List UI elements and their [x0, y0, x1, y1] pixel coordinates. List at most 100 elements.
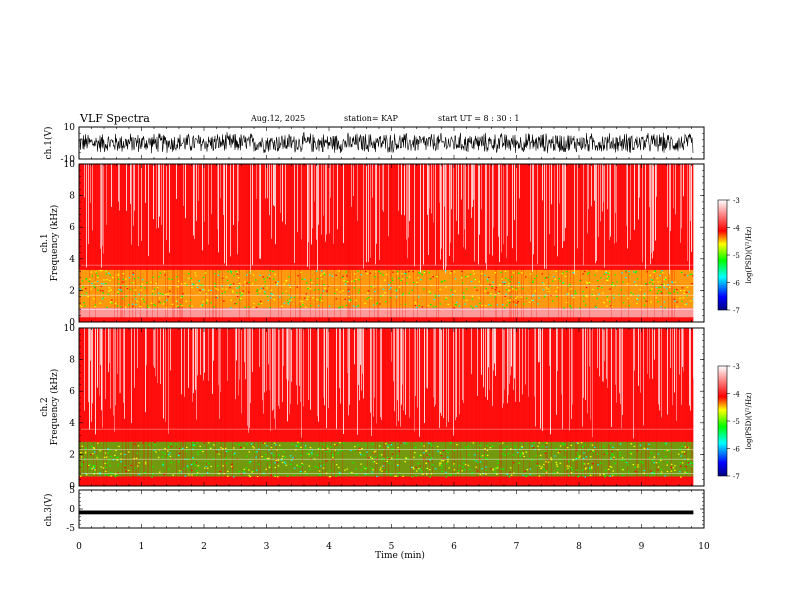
- ch1-spectrogram-streak: [379, 164, 380, 260]
- ch1-spectrogram-speckle: [271, 290, 273, 291]
- ch1-spectrogram-streak: [406, 164, 407, 239]
- ch1-spectrogram-streak: [118, 164, 119, 202]
- ch1-spectrogram-streak: [510, 164, 511, 322]
- ch1-spectrogram-speckle: [511, 296, 512, 297]
- ch2-spectrogram-speckle: [128, 470, 130, 471]
- ch2-spectrogram-streak: [388, 328, 389, 486]
- ch2-spectrogram-speckle: [568, 475, 570, 476]
- ch1-spectrogram-speckle: [97, 275, 99, 276]
- ch1-spectrogram-speckle: [197, 287, 199, 288]
- ch1-spectrogram-streak: [647, 164, 648, 322]
- ch1-spectrogram-speckle: [336, 289, 338, 290]
- ch2-spectrogram-speckle: [586, 456, 588, 457]
- ch1-spectrogram-speckle: [663, 287, 665, 288]
- ch2-spectrogram-streak: [99, 328, 100, 396]
- ch1-spectrogram-streak: [340, 164, 341, 322]
- ch2-spectrogram-speckle: [266, 469, 268, 470]
- ch2-spectrogram-streak: [145, 328, 146, 412]
- ch1-spectrogram-streak: [651, 164, 652, 253]
- ch1-spectrogram-ytick-label: 4: [69, 255, 75, 265]
- ch1-spectrogram-speckle: [154, 289, 156, 290]
- ch2-spectrogram-streak: [446, 328, 447, 427]
- ch2-spectrogram-speckle: [505, 455, 507, 456]
- ch1-spectrogram-speckle: [417, 277, 419, 278]
- ch2-spectrogram-speckle: [548, 459, 550, 460]
- ch2-spectrogram-speckle: [687, 461, 689, 462]
- ch1-spectrogram-speckle: [659, 275, 661, 276]
- ch2-spectrogram-speckle: [308, 454, 310, 455]
- ch1-spectrogram-speckle: [281, 306, 283, 307]
- ch1-spectrogram-speckle: [392, 280, 394, 281]
- ch1-spectrogram-streak: [352, 164, 353, 322]
- ch1-spectrogram-speckle: [213, 306, 215, 307]
- ch2-spectrogram-streak: [457, 328, 458, 486]
- ch2-spectrogram-speckle: [533, 442, 535, 443]
- ch2-spectrogram-speckle: [271, 453, 273, 454]
- ch2-spectrogram-speckle: [275, 475, 277, 476]
- ch2-spectrogram-streak: [434, 328, 435, 407]
- ch1-spectrogram-speckle: [329, 274, 331, 275]
- ch1-spectrogram-speckle: [489, 284, 491, 285]
- ch2-spectrogram-streak: [645, 328, 646, 486]
- ch2-spectrogram-speckle: [404, 442, 406, 443]
- ch1-spectrogram-speckle: [226, 288, 228, 289]
- ch2-spectrogram-speckle: [680, 466, 682, 467]
- ch2-spectrogram-speckle: [428, 443, 430, 444]
- ch1-spectrogram-speckle: [463, 296, 465, 297]
- ch1-spectrogram-streak: [588, 164, 589, 209]
- ch2-spectrogram-streak: [643, 328, 644, 426]
- ch1-spectrogram-speckle: [167, 293, 169, 294]
- ch2-spectrogram-speckle: [577, 455, 579, 456]
- ch1-spectrogram-streak: [544, 164, 545, 269]
- ch2-spectrogram-speckle: [405, 461, 407, 462]
- ch1-spectrogram-speckle: [445, 299, 447, 300]
- ch1-spectrogram-speckle: [472, 296, 474, 297]
- ch1-spectrogram-speckle: [169, 291, 171, 292]
- ch2-spectrogram-speckle: [463, 463, 465, 464]
- ch1-spectrogram-streak: [249, 164, 250, 322]
- ch2-spectrogram-speckle: [309, 469, 311, 470]
- ch2-spectrogram-streak: [456, 328, 457, 417]
- ch2-spectrogram-speckle: [509, 472, 511, 473]
- ch1-spectrogram-streak: [106, 164, 107, 225]
- ch2-spectrogram-streak: [299, 328, 300, 386]
- ch1-spectrogram-speckle: [86, 292, 88, 293]
- ch1-spectrogram-speckle: [155, 305, 157, 306]
- ch2-spectrogram-speckle: [339, 474, 341, 475]
- ch2-spectrogram-speckle: [463, 466, 465, 467]
- ch1-spectrogram-speckle: [232, 290, 234, 291]
- ch1-spectrogram-speckle: [266, 287, 268, 288]
- ch2-spectrogram-speckle: [597, 454, 599, 455]
- ch1-spectrogram-speckle: [232, 292, 234, 293]
- ch2-spectrogram-speckle: [589, 469, 591, 470]
- ch2-spectrogram-speckle: [94, 465, 96, 466]
- ch2-spectrogram-streak: [200, 328, 201, 375]
- ch1-spectrogram-speckle: [245, 307, 247, 308]
- ch2-spectrogram-streak: [235, 328, 236, 399]
- ch2-spectrogram-speckle: [131, 465, 133, 466]
- ch1-spectrogram-speckle: [473, 270, 475, 271]
- ch1-spectrogram-speckle: [579, 280, 581, 281]
- ch1-spectrogram-speckle: [96, 273, 98, 274]
- ch2-spectrogram-speckle: [420, 455, 422, 456]
- ch2-spectrogram-speckle: [599, 474, 601, 475]
- ch1-spectrogram-speckle: [158, 293, 160, 294]
- ch1-spectrogram-streak: [530, 164, 531, 242]
- ch1-spectrogram-streak: [509, 164, 510, 322]
- ch1-spectrogram-speckle: [95, 282, 97, 283]
- ch1-spectrogram-speckle: [669, 287, 671, 288]
- ch1-spectrogram-speckle: [125, 296, 127, 297]
- ch2-spectrogram-streak: [232, 328, 233, 486]
- ch1-spectrogram-speckle: [269, 278, 271, 279]
- ch2-spectrogram-streak: [519, 328, 520, 402]
- ch1-spectrogram-streak: [600, 164, 601, 221]
- ch2-spectrogram-streak: [155, 328, 156, 376]
- ch2-spectrogram-speckle: [660, 460, 662, 461]
- ch2-spectrogram-streak: [503, 328, 504, 403]
- ch1-spectrogram-speckle: [510, 281, 512, 282]
- ch1-spectrogram-streak: [507, 164, 508, 236]
- ch1-spectrogram-speckle: [521, 297, 523, 298]
- ch2-spectrogram-streak: [291, 328, 292, 382]
- ch2-spectrogram-speckle: [159, 472, 161, 473]
- ch1-spectrogram-speckle: [248, 292, 250, 293]
